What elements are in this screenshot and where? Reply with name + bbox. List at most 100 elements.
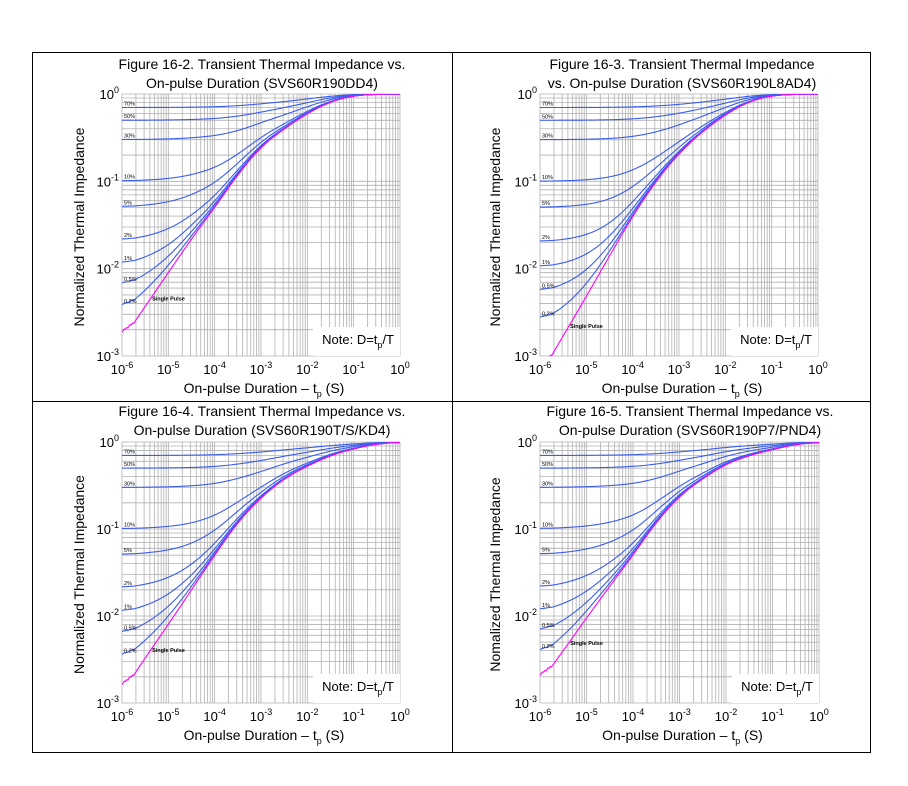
single-pulse-label: Single Pulse [570,324,603,330]
note-box [313,327,400,356]
duty-curve-label: 50% [124,114,135,120]
chart-title-line1: Figure 16-3. Transient Thermal Impedance [549,56,814,72]
single-pulse-curve [122,442,400,685]
note-subscript: p [795,340,800,350]
y-tick-base: 10 [515,522,529,537]
x-tick-base: 10 [296,362,310,377]
x-axis-label-text: On-pulse Duration – t [602,380,735,396]
duty-curve-label: 10% [542,175,553,181]
x-axis-label-unit: (S) [322,380,345,396]
curves [540,94,818,356]
x-tick-base: 10 [760,362,774,377]
note-label: Note: D=t [740,332,796,347]
y-tick-exponent: -1 [111,172,119,182]
duty-curve-30pct [540,442,819,488]
chart-4: Figure 16-5. Transient Thermal Impedance… [487,403,833,746]
x-tick-label: 10-6 [111,360,133,377]
duty-curve-label: 70% [542,102,553,108]
x-tick-exponent: -6 [543,360,551,370]
chart-title-line1: Figure 16-5. Transient Thermal Impedance… [547,403,834,419]
y-tick-base: 10 [100,87,114,102]
chart-title-line2: On-pulse Duration (SVS60R190T/S/KD4) [134,422,391,438]
x-tick-exponent: -4 [218,707,226,717]
x-tick-base: 10 [250,709,264,724]
chart-title-line1: Figure 16-4. Transient Thermal Impedance… [119,403,406,419]
x-axis-label-subscript: p [735,736,740,746]
x-tick-label: 10-2 [715,707,737,724]
single-pulse-label: Single Pulse [152,296,185,302]
duty-curve-70pct [540,442,819,456]
note-label: Note: D=t [741,679,797,694]
x-tick-exponent: -3 [682,360,690,370]
x-tick-label: 10-1 [760,360,782,377]
x-tick-base: 10 [715,709,729,724]
y-tick-exponent: -3 [529,694,537,704]
x-tick-exponent: 0 [405,360,410,370]
x-tick-exponent: -4 [636,360,644,370]
x-tick-label: 10-2 [714,360,736,377]
x-tick-label: 10-3 [668,707,690,724]
duty-curve-label: 2% [542,235,550,241]
note-end: /T [800,332,812,347]
duty-curve-label: 0.5% [542,284,555,290]
x-tick-exponent: 0 [824,707,829,717]
note-end: /T [382,679,394,694]
note-subscript: p [377,340,382,350]
y-tick-exponent: -3 [111,347,119,357]
x-tick-label: 10-5 [575,360,597,377]
duty-curve-label: 2% [542,580,550,586]
x-tick-label: 10-4 [203,707,225,724]
x-tick-exponent: -3 [264,360,272,370]
duty-curve-label: 50% [124,462,135,468]
note-text: Note: D=tp/T [322,332,394,350]
chart-3: Figure 16-4. Transient Thermal Impedance… [71,403,410,746]
x-tick-exponent: -6 [543,707,551,717]
y-tick-exponent: -1 [529,172,537,182]
x-tick-base: 10 [250,362,264,377]
duty-curve-50pct [540,442,819,469]
x-tick-label: 10-4 [203,360,225,377]
chart-title-line2: vs. On-pulse Duration (SVS60R190L8AD4) [548,75,816,91]
y-tick-base: 10 [515,349,529,364]
y-axis-label: Nomalized Thermal Impedance [487,477,503,671]
chart-2: Figure 16-3. Transient Thermal Impedance… [487,56,828,399]
y-tick-base: 10 [97,609,111,624]
y-tick-base: 10 [97,262,111,277]
y-tick-label: 100 [100,85,119,102]
y-tick-exponent: -3 [529,347,537,357]
y-tick-base: 10 [97,696,111,711]
duty-curve-label: 5% [542,548,550,554]
y-axis-label: Normalized Thermal Impedance [487,127,503,326]
x-tick-base: 10 [529,709,543,724]
x-tick-base: 10 [390,709,404,724]
x-axis-label: On-pulse Duration – tp (S) [184,380,345,399]
x-tick-exponent: -1 [775,360,783,370]
grid [539,93,819,357]
duty-curve-label: 5% [124,200,132,206]
x-axis-label: On-pulse Duration – tp (S) [184,727,345,746]
x-tick-label: 10-5 [157,360,179,377]
x-axis-label-unit: (S) [740,727,763,743]
single-pulse-curve [549,94,818,356]
duty-curve-label: 1% [124,256,132,262]
x-axis-label: On-pulse Duration – tp (S) [602,727,763,746]
single-pulse-label: Single Pulse [570,641,603,647]
y-tick-exponent: -2 [111,607,119,617]
x-tick-label: 100 [809,707,828,724]
x-tick-label: 100 [390,360,409,377]
y-tick-exponent: 0 [532,85,537,95]
x-tick-exponent: -1 [357,360,365,370]
y-tick-base: 10 [515,174,529,189]
y-tick-base: 10 [515,696,529,711]
y-tick-base: 10 [518,87,532,102]
y-tick-base: 10 [97,174,111,189]
y-tick-exponent: -1 [529,520,537,530]
x-tick-label: 10-1 [761,707,783,724]
note-box [313,674,400,703]
x-tick-base: 10 [296,709,310,724]
y-axis-label: Normalized Thermal Impedance [71,127,87,326]
x-tick-base: 10 [111,709,125,724]
duty-curve-label: 0.2% [124,648,137,654]
x-tick-base: 10 [809,709,823,724]
duty-curve-label: 5% [542,201,550,207]
